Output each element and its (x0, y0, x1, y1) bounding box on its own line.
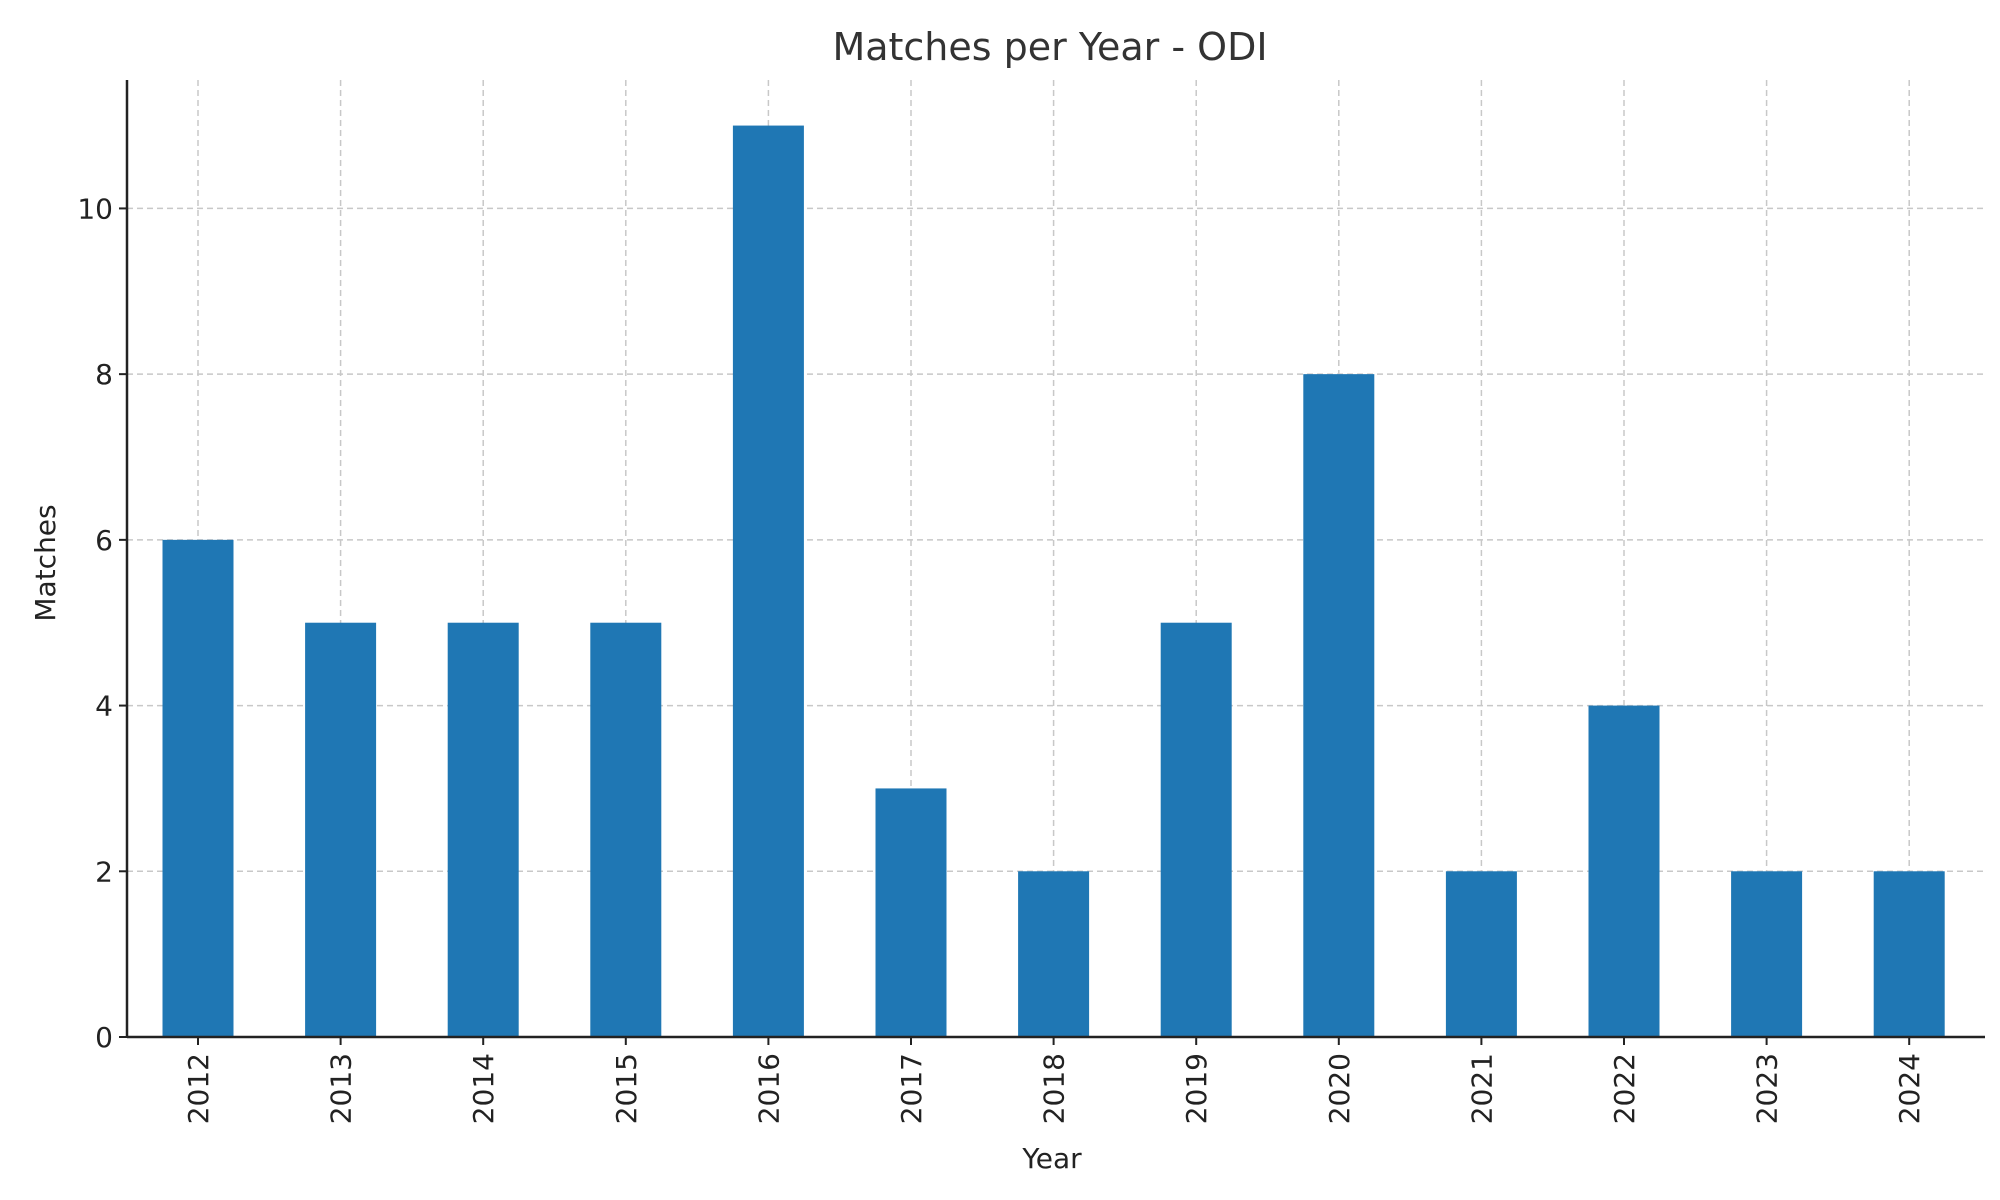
x-tick-label: 2020 (1323, 1053, 1356, 1124)
y-tick-label: 8 (95, 358, 113, 391)
x-tick-label: 2023 (1751, 1053, 1784, 1124)
y-tick-label: 0 (95, 1021, 113, 1054)
bar-2019 (1160, 622, 1232, 1037)
bar-layer (162, 125, 1945, 1038)
tick-layer: 0 2 4 6 8 10 2012 2013 2014 2015 2016 2017 2018 2019 2… (77, 192, 1926, 1124)
bar-2018 (1018, 871, 1090, 1037)
bar-2021 (1445, 871, 1517, 1037)
bar-2012 (162, 539, 234, 1037)
bar-2015 (590, 622, 662, 1037)
y-axis-label: Matches (29, 504, 62, 621)
bar-2017 (875, 788, 947, 1037)
x-tick-label: 2017 (895, 1053, 928, 1124)
x-tick-label: 2015 (610, 1053, 643, 1124)
x-tick-label: 2018 (1038, 1053, 1071, 1124)
x-tick-label: 2016 (752, 1053, 785, 1124)
x-tick-label: 2012 (182, 1053, 215, 1124)
axis-layer (125, 80, 1985, 1039)
x-tick-label: 2022 (1608, 1053, 1641, 1124)
y-tick-label: 4 (95, 690, 113, 723)
bar-2013 (305, 622, 377, 1037)
y-tick-label: 10 (77, 192, 113, 225)
x-tick-label: 2024 (1893, 1053, 1926, 1124)
x-tick-label: 2021 (1465, 1053, 1498, 1124)
bar-2016 (732, 125, 804, 1038)
y-tick-label: 6 (95, 524, 113, 557)
x-tick-label: 2013 (325, 1053, 358, 1124)
x-axis-label: Year (1021, 1142, 1082, 1175)
bar-2014 (447, 622, 519, 1037)
bar-2024 (1873, 871, 1945, 1037)
bar-2023 (1731, 871, 1803, 1037)
x-tick-label: 2014 (467, 1053, 500, 1124)
bar-2020 (1303, 374, 1375, 1038)
y-tick-label: 2 (95, 855, 113, 888)
bar-2022 (1588, 705, 1660, 1037)
chart-title: Matches per Year - ODI (832, 25, 1267, 69)
x-tick-label: 2019 (1180, 1053, 1213, 1124)
